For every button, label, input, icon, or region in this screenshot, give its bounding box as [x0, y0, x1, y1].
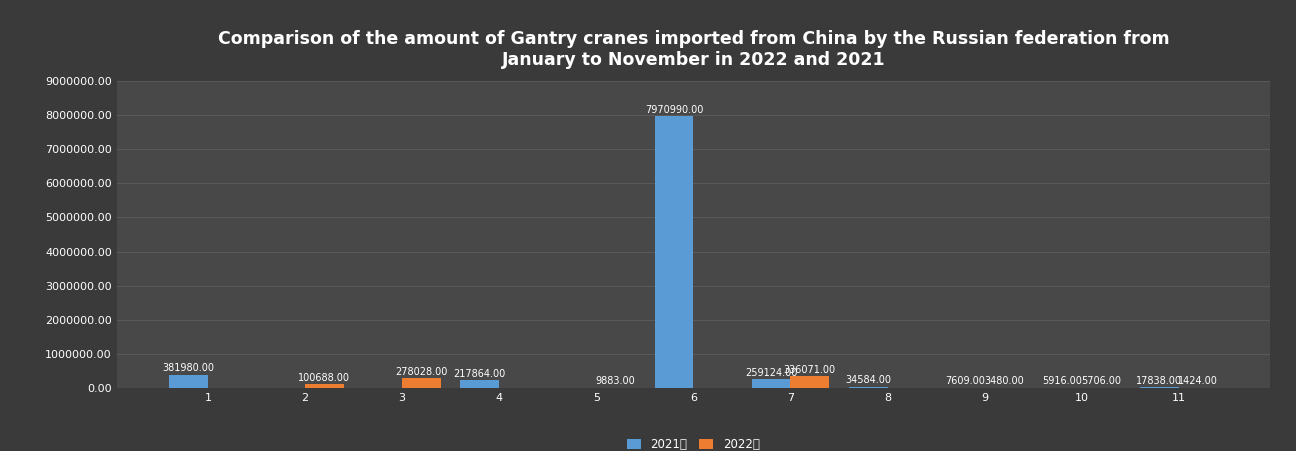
Bar [1140, 387, 1179, 388]
Bar [168, 375, 207, 388]
Bar [305, 384, 343, 388]
Text: 336071.00: 336071.00 [784, 365, 836, 375]
Bar [849, 387, 888, 388]
Text: 5706.00: 5706.00 [1081, 376, 1121, 387]
Text: 3480.00: 3480.00 [984, 377, 1024, 387]
Text: 217864.00: 217864.00 [454, 369, 505, 379]
Text: 5916.00: 5916.00 [1042, 376, 1082, 387]
Bar [654, 116, 693, 388]
Text: 259124.00: 259124.00 [745, 368, 797, 377]
Text: 381980.00: 381980.00 [162, 364, 214, 373]
Text: 34584.00: 34584.00 [845, 375, 892, 385]
Text: 17838.00: 17838.00 [1137, 376, 1182, 386]
Bar [402, 378, 441, 388]
Text: 7609.00: 7609.00 [945, 376, 985, 386]
Bar [752, 379, 791, 388]
Text: 1424.00: 1424.00 [1178, 377, 1218, 387]
Text: 278028.00: 278028.00 [395, 367, 447, 377]
Text: 9883.00: 9883.00 [596, 376, 635, 386]
Title: Comparison of the amount of Gantry cranes imported from China by the Russian fed: Comparison of the amount of Gantry crane… [218, 30, 1169, 69]
Text: 100688.00: 100688.00 [298, 373, 350, 383]
Bar [791, 377, 829, 388]
Legend: 2021年, 2022年: 2021年, 2022年 [622, 433, 765, 451]
Bar [460, 381, 499, 388]
Text: 7970990.00: 7970990.00 [644, 105, 704, 115]
